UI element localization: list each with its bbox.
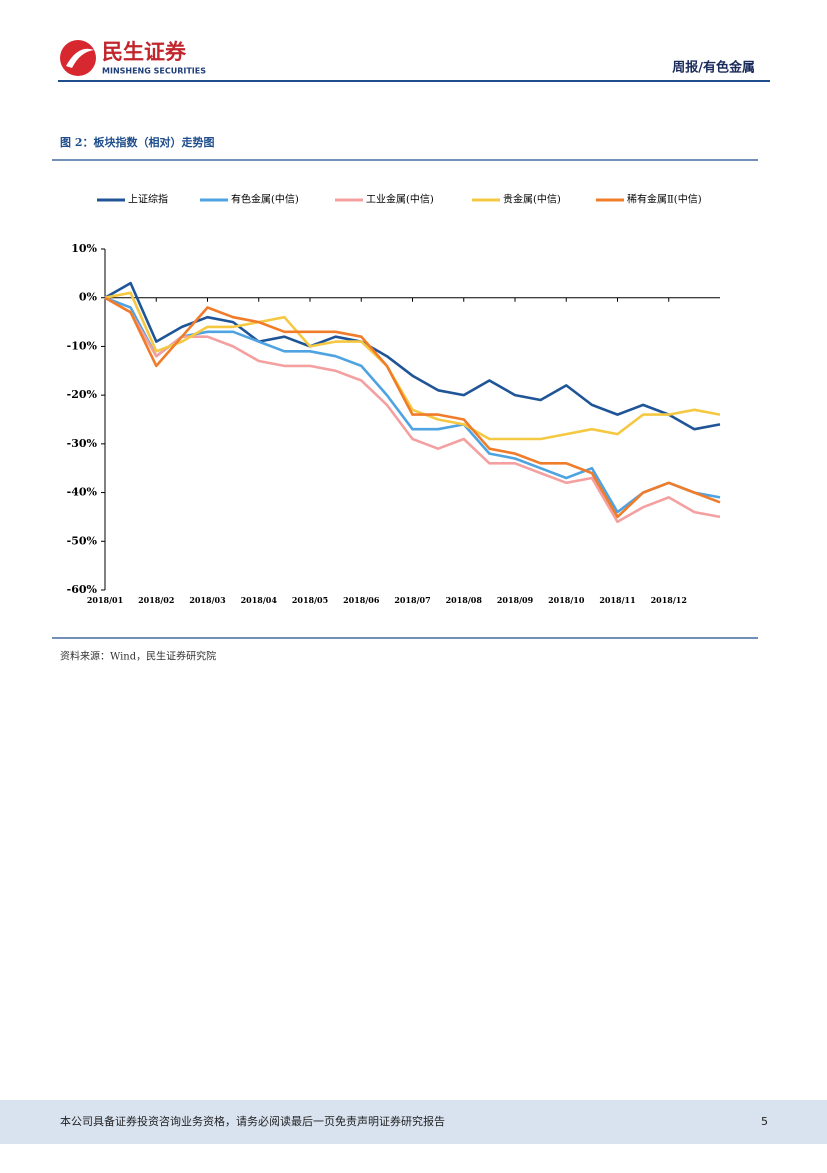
legend-label: 上证综指 (128, 193, 168, 206)
logo-swoosh (66, 48, 94, 68)
y-tick-label: -40% (67, 486, 98, 499)
x-tick-label: 2018/11 (599, 595, 635, 605)
y-tick-label: -30% (67, 437, 98, 450)
x-tick-label: 2018/09 (497, 595, 534, 605)
legend-label: 贵金属(中信) (503, 193, 561, 206)
series-line (104, 296, 721, 519)
figure-title: 图 2：板块指数（相对）走势图 (60, 135, 214, 149)
x-tick-label: 2018/02 (138, 595, 174, 605)
legend-label: 工业金属(中信) (366, 193, 434, 206)
chart: 10% 0% -10% -20% -30% -40% -50% -60%2018/01 2018… (67, 193, 721, 605)
y-tick-label: 0% (79, 291, 98, 304)
brand: 民生证券 (102, 40, 187, 64)
y-tick-label: 10% (71, 242, 97, 255)
page-number: 5 (761, 1115, 768, 1128)
x-tick-label: 2018/10 (548, 595, 585, 605)
y-tick-label: -20% (67, 388, 98, 401)
x-tick-label: 2018/07 (394, 595, 430, 605)
x-tick-label: 2018/03 (189, 595, 226, 605)
brand-en: MINSHENG SECURITIES (102, 67, 206, 76)
footer-band (0, 1100, 827, 1144)
section: 周报/有色金属 (672, 60, 755, 76)
series-line (104, 281, 721, 431)
source: 资料来源：Wind，民生证券研究院 (60, 650, 216, 663)
x-tick-label: 2018/04 (241, 595, 278, 605)
series-line (104, 296, 721, 514)
x-tick-label: 2018/08 (446, 595, 483, 605)
series-line (104, 296, 721, 524)
legend-label: 有色金属(中信) (231, 193, 299, 206)
x-tick-label: 2018/05 (292, 595, 328, 605)
y-tick-label: -60% (67, 583, 98, 596)
x-tick-label: 2018/12 (651, 595, 687, 605)
disclaimer: 本公司具备证券投资咨询业务资格，请务必阅读最后一页免责声明证券研究报告 (60, 1114, 445, 1128)
series-line (104, 291, 721, 441)
x-tick-label: 2018/01 (87, 595, 123, 605)
x-tick-label: 2018/06 (343, 595, 380, 605)
y-tick-label: -10% (67, 339, 98, 352)
legend-label: 稀有金属Ⅱ(中信) (627, 193, 702, 206)
y-tick-label: -50% (67, 534, 98, 547)
